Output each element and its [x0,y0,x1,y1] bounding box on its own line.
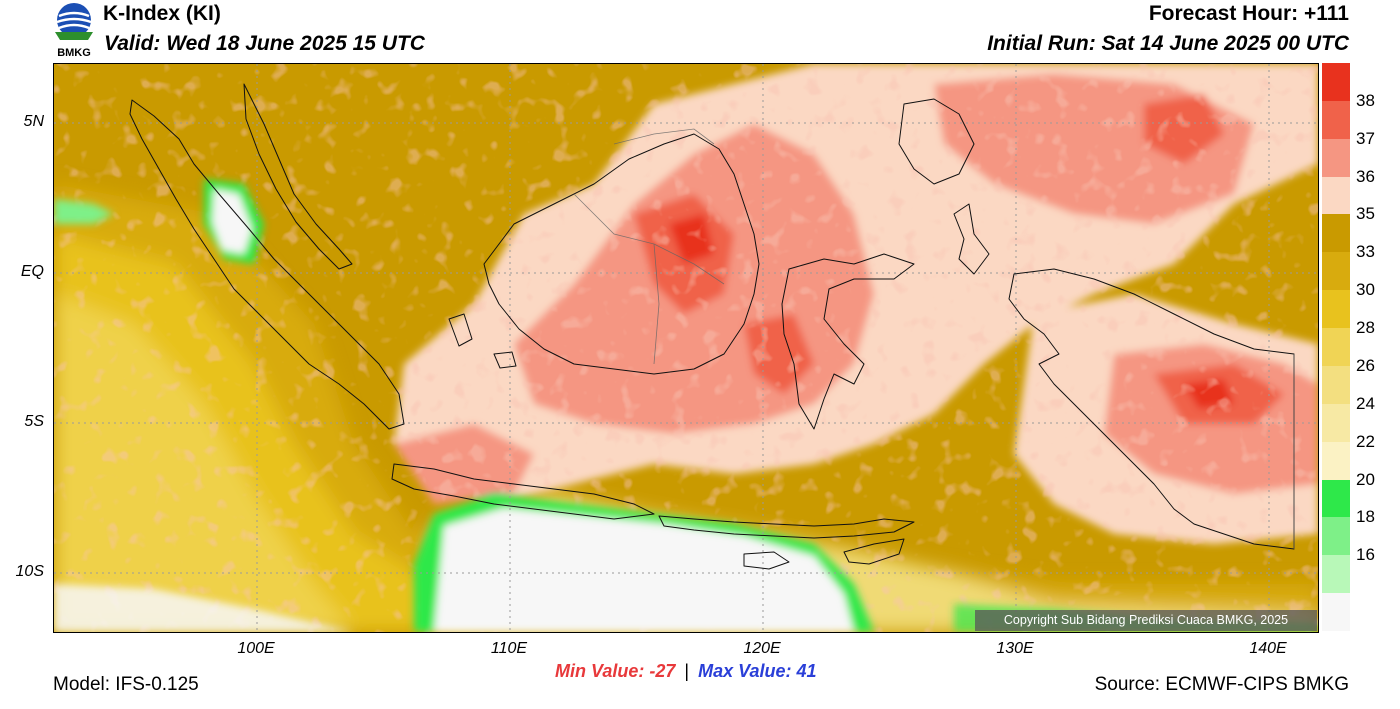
color-legend-swatch [1322,100,1350,140]
coast-timor [843,538,905,565]
lon-label-120e: 120E [743,640,781,657]
coast-sumba [743,551,790,570]
color-legend-label: 20 [1356,469,1375,489]
color-legend-swatch [1322,479,1350,518]
color-legend-swatch [1322,441,1350,481]
field-white-strait [212,189,252,254]
color-legend-label: 33 [1356,242,1375,262]
coast-halmahera [953,203,990,275]
lon-label-100e: 100E [237,640,275,657]
valid-time: Valid: Wed 18 June 2025 15 UTC [104,32,425,55]
min-max-separator: | [684,661,690,681]
color-legend-label: 30 [1356,280,1375,300]
color-legend-swatch [1322,403,1350,443]
color-legend-label: 16 [1356,545,1375,565]
lon-label-140e: 140E [1249,640,1287,657]
forecast-hour: Forecast Hour: +111 [1148,2,1349,25]
coast-sulawesi [781,253,915,430]
lon-label-130e: 130E [996,640,1034,657]
min-value: -27 [649,661,676,681]
coast-bangka [448,313,473,347]
color-legend-swatch [1322,63,1350,102]
color-legend-label: 35 [1356,204,1375,224]
coast-java [391,463,655,520]
map-title: K-Index (KI) [103,2,221,25]
field-white-south [434,508,854,632]
color-legend-label: 38 [1356,90,1375,110]
color-legend [1322,63,1350,632]
color-legend-swatch [1322,290,1350,329]
color-legend-swatch [1322,593,1350,632]
color-legend-label: 36 [1356,166,1375,186]
color-legend-label: 22 [1356,431,1375,451]
color-legend-swatch [1322,138,1350,178]
bmkg-logo-text: BMKG [57,47,91,59]
lat-label-5s: 5S [24,413,44,430]
lon-label-110e: 110E [490,640,528,657]
max-value: 41 [796,661,817,681]
border-borneo-interior-2 [653,243,660,365]
coast-malay-peninsula [243,83,353,270]
field-white-sw [54,584,354,632]
bmkg-logo: BMKG [52,2,98,60]
source-label: Source: ECMWF-CIPS BMKG [1094,674,1349,695]
copyright-notice: Copyright Sub Bidang Prediksi Cuaca BMKG… [975,610,1317,631]
lat-label-5n: 5N [23,113,44,130]
lat-label-10s: 10S [15,563,44,580]
coast-papua [1008,268,1295,550]
coast-lesser-sunda [658,515,915,539]
model-label: Model: IFS-0.125 [53,674,199,695]
lat-label-eq: EQ [20,263,44,280]
color-legend-swatch [1322,365,1350,405]
color-legend-swatch [1322,176,1350,215]
coast-borneo [483,133,760,375]
initial-run: Initial Run: Sat 14 June 2025 00 UTC [987,32,1349,55]
color-legend-swatch [1322,555,1350,594]
border-malaysia [613,128,715,145]
color-legend-swatch [1322,214,1350,253]
coast-belitung [493,351,517,369]
color-legend-label: 24 [1356,393,1375,413]
coast-sumatra [129,99,405,430]
color-legend-label: 28 [1356,318,1375,338]
color-legend-swatch [1322,517,1350,556]
min-value-label: Min Value: [555,661,645,681]
max-value-label: Max Value: [698,661,792,681]
color-legend-label: 18 [1356,507,1375,527]
color-legend-swatch [1322,252,1350,291]
color-legend-swatch [1322,328,1350,367]
k-index-map [53,63,1319,633]
field-green-west [54,199,114,224]
color-legend-label: 37 [1356,128,1375,148]
coast-mindanao [898,98,975,185]
color-legend-label: 26 [1356,355,1375,375]
min-max-values: Min Value: -27 | Max Value: 41 [555,661,817,682]
